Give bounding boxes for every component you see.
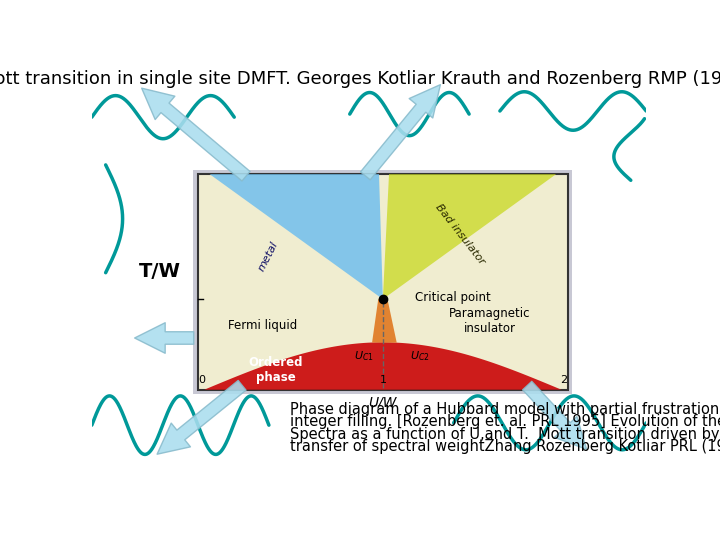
Text: Paramagnetic
insulator: Paramagnetic insulator <box>449 307 531 335</box>
Text: 0: 0 <box>199 375 205 385</box>
Polygon shape <box>210 174 383 299</box>
Text: Fermi liquid: Fermi liquid <box>228 319 297 332</box>
FancyArrowPatch shape <box>361 85 441 180</box>
Text: Critical point: Critical point <box>415 291 491 304</box>
Text: T/W: T/W <box>138 262 181 281</box>
FancyArrowPatch shape <box>142 88 250 181</box>
Polygon shape <box>204 342 562 390</box>
Polygon shape <box>372 299 397 343</box>
Text: Mott transition in single site DMFT. Georges Kotliar Krauth and Rozenberg RMP (1: Mott transition in single site DMFT. Geo… <box>0 70 720 88</box>
FancyArrowPatch shape <box>157 381 246 454</box>
Text: metal: metal <box>256 239 280 273</box>
Text: integer filling. [Rozenberg et. al. PRL 1995] Evolution of the Local: integer filling. [Rozenberg et. al. PRL … <box>290 414 720 429</box>
Bar <box>194 170 572 394</box>
FancyArrowPatch shape <box>523 381 587 449</box>
Text: 1: 1 <box>379 375 387 385</box>
Text: $U_{C1}$: $U_{C1}$ <box>354 349 374 363</box>
Text: 2: 2 <box>560 375 567 385</box>
Text: Ordered
phase: Ordered phase <box>248 356 303 384</box>
Text: transfer of spectral weightZhang Rozenberg Kotliar PRL (1993)..: transfer of spectral weightZhang Rozenbe… <box>290 439 720 454</box>
Text: Bad insulator: Bad insulator <box>434 202 487 267</box>
Text: Phase diagram of a Hubbard model with partial frustration at: Phase diagram of a Hubbard model with pa… <box>290 402 720 417</box>
Bar <box>198 174 567 390</box>
Polygon shape <box>383 174 556 299</box>
Text: $U_{C2}$: $U_{C2}$ <box>410 349 430 363</box>
Text: U/W: U/W <box>369 395 397 409</box>
Text: Spectra as a function of U,and T.  Mott transition driven by: Spectra as a function of U,and T. Mott t… <box>290 427 720 442</box>
FancyArrowPatch shape <box>135 323 194 353</box>
